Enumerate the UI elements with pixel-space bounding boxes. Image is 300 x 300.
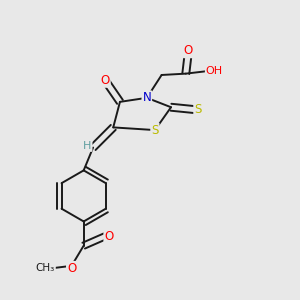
Text: O: O	[100, 74, 110, 87]
Text: O: O	[67, 262, 76, 275]
Text: S: S	[194, 103, 202, 116]
Text: CH₃: CH₃	[36, 263, 55, 274]
Text: O: O	[184, 44, 193, 57]
Text: OH: OH	[206, 66, 223, 76]
Text: N: N	[142, 91, 151, 104]
Text: S: S	[151, 124, 159, 136]
Text: H: H	[83, 141, 92, 151]
Text: O: O	[104, 230, 114, 243]
